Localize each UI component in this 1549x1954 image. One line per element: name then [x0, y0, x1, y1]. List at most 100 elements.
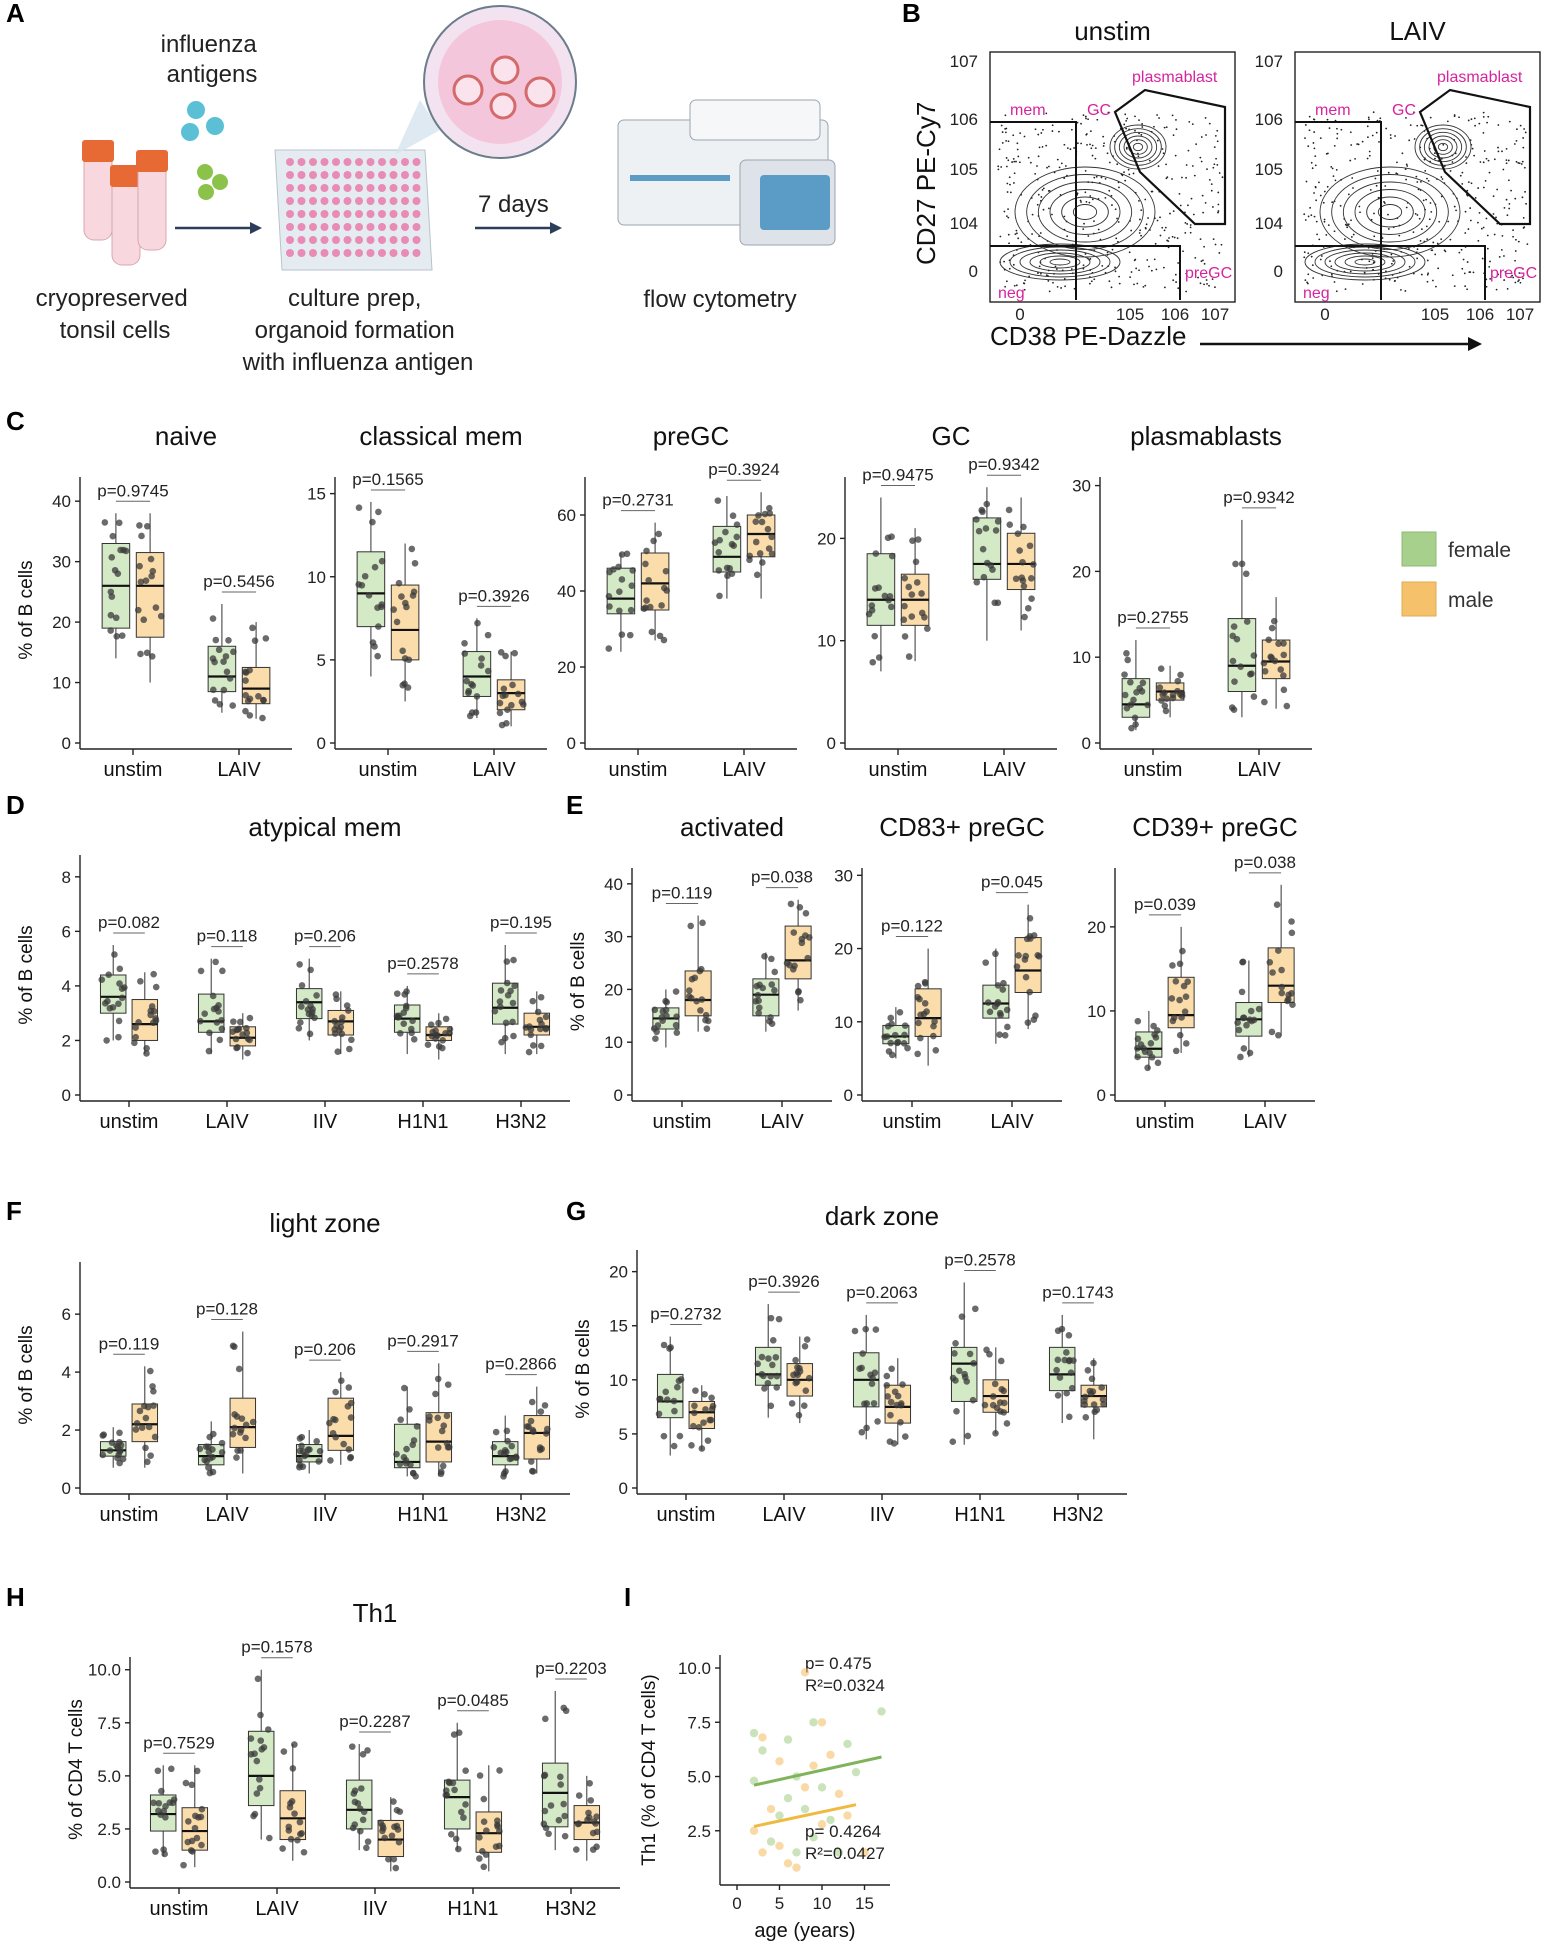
data-point — [585, 1809, 592, 1817]
cyto-event — [1518, 272, 1521, 274]
well — [412, 223, 421, 231]
cyto-event — [1460, 248, 1463, 251]
cyto-contour — [1437, 142, 1449, 152]
cyto-event — [1466, 189, 1469, 192]
data-point — [152, 1017, 160, 1025]
cyto-x-arrowhead — [1468, 337, 1482, 351]
panel-label-b: B — [902, 0, 921, 28]
data-point — [147, 1367, 154, 1375]
data-point — [673, 1029, 681, 1037]
data-point — [1063, 1389, 1070, 1397]
cyto-event — [1165, 126, 1168, 129]
data-point — [662, 1006, 670, 1014]
data-point — [932, 1046, 940, 1054]
data-point — [913, 579, 921, 586]
cyto-event — [1413, 138, 1416, 140]
data-point — [291, 1810, 298, 1817]
chart-title: classical mem — [359, 421, 522, 451]
data-point — [143, 649, 151, 657]
cyto-contour — [1319, 166, 1461, 258]
data-point — [888, 1365, 895, 1373]
cyto-event — [1497, 124, 1500, 126]
data-point — [1275, 1031, 1282, 1039]
data-point — [185, 1818, 192, 1825]
data-point — [663, 1012, 670, 1020]
cyto-event — [1106, 251, 1109, 254]
cyto-event — [1522, 277, 1524, 280]
well — [401, 236, 409, 244]
cyto-event — [1477, 187, 1480, 189]
data-point — [901, 1022, 909, 1029]
cyto-event — [1318, 181, 1320, 184]
data-point — [999, 986, 1007, 993]
data-point — [157, 1811, 164, 1818]
data-point — [1248, 670, 1255, 677]
well — [286, 184, 294, 192]
data-point — [233, 1454, 240, 1461]
data-point — [511, 982, 518, 990]
data-point — [921, 1000, 929, 1007]
cyto-event — [1367, 136, 1369, 139]
data-point — [761, 953, 768, 960]
data-point — [887, 1411, 894, 1419]
cyto-event — [1419, 239, 1422, 242]
cyto-event — [1447, 220, 1450, 223]
data-point — [667, 1344, 674, 1351]
cyto-event — [1069, 148, 1072, 151]
y-tick-label: 4 — [62, 977, 71, 996]
cyto-event — [1347, 223, 1350, 226]
scatter-point-male — [817, 1820, 827, 1829]
pvalue-label: p=0.9342 — [968, 455, 1039, 474]
cyto-event — [1405, 117, 1407, 119]
data-point — [704, 1437, 712, 1444]
x-tick-label-LAIV: LAIV — [760, 1111, 804, 1133]
data-point — [502, 1019, 510, 1027]
data-point — [398, 593, 405, 600]
data-point — [291, 1741, 298, 1748]
cyto-event — [1135, 267, 1138, 270]
data-point — [479, 1848, 486, 1855]
data-point — [205, 1443, 212, 1451]
data-point — [905, 583, 913, 591]
data-point — [1027, 575, 1035, 582]
data-point — [496, 1767, 503, 1774]
data-point — [1182, 993, 1190, 1000]
cyto-event — [1038, 146, 1041, 149]
cyto-event — [1116, 163, 1119, 166]
cyto-event — [1186, 223, 1189, 225]
well — [309, 210, 317, 218]
data-point — [497, 648, 505, 656]
data-point — [575, 1792, 583, 1799]
data-point — [434, 1444, 442, 1451]
data-point — [783, 959, 791, 967]
data-point — [1240, 1014, 1247, 1022]
cyto-event — [1336, 132, 1339, 135]
data-point — [253, 1757, 261, 1765]
x-tick-label-unstim: unstim — [104, 759, 163, 781]
cyto-contour — [1354, 258, 1376, 266]
cyto-event — [1012, 158, 1015, 160]
data-point — [259, 714, 266, 722]
cyto-event — [1199, 282, 1202, 285]
data-point — [525, 1423, 532, 1431]
cyto-event — [1506, 214, 1509, 217]
data-point — [658, 602, 665, 609]
data-point — [526, 1023, 533, 1030]
data-point — [348, 1036, 355, 1044]
data-point — [675, 1377, 683, 1385]
pvalue-label: p=0.195 — [490, 913, 552, 932]
cyto-event — [1159, 216, 1161, 219]
box-unstim-female — [356, 551, 386, 628]
data-point — [390, 1798, 397, 1805]
cyto-event — [1016, 232, 1018, 235]
cyto-event — [1054, 265, 1057, 268]
data-point — [767, 1402, 775, 1410]
data-point — [1127, 678, 1134, 686]
cyto-event — [1477, 239, 1480, 242]
data-point — [754, 1360, 762, 1368]
data-point — [216, 1036, 224, 1044]
data-point — [510, 956, 517, 964]
data-point — [150, 970, 157, 978]
cyto-event — [1064, 285, 1066, 288]
data-point — [909, 537, 916, 545]
